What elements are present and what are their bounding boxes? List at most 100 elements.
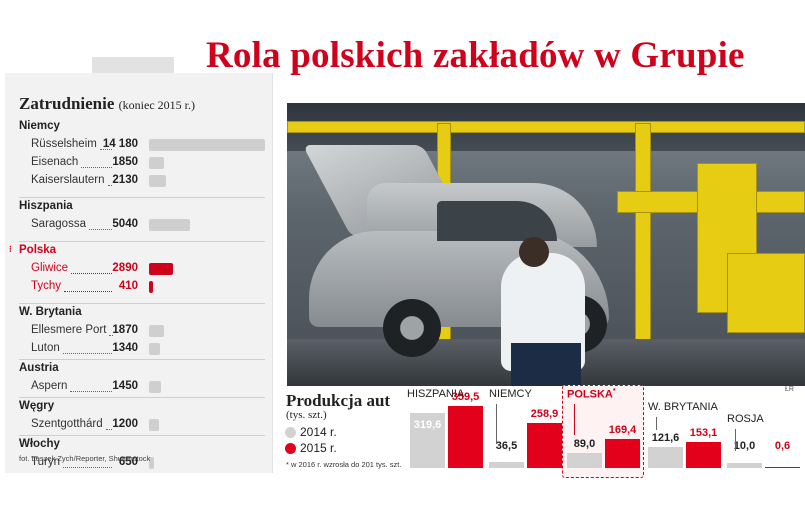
legend-label-2015: 2015 r.: [300, 441, 337, 455]
country-label: W. Brytania: [19, 306, 82, 318]
bar-value-label: 359,5: [451, 391, 480, 403]
leader-dots: [108, 185, 112, 186]
polska-marker: ⁝: [9, 244, 12, 254]
section-divider: [19, 241, 265, 242]
bar-value-label: 121,6: [651, 432, 680, 445]
production-title: Produkcja aut: [286, 391, 391, 410]
photo-credit: fot. Leszek Zych/Reporter, Shutterstock: [19, 454, 151, 463]
leader-dots: [63, 353, 112, 354]
factory-photo: [287, 103, 805, 386]
plant-employment-value: 1450: [112, 380, 138, 392]
section-divider: [19, 197, 265, 198]
leader-dots: [89, 229, 112, 230]
plant-city: Rüsselsheim: [31, 138, 97, 150]
plant-city: Eisenach: [31, 156, 79, 168]
plant-city: Luton: [31, 342, 60, 354]
leader-dots: [64, 291, 112, 292]
section-divider: [19, 435, 265, 436]
plant-employment-value: 2890: [112, 262, 138, 274]
legend-label-2014: 2014 r.: [300, 425, 337, 439]
employment-title-text: Zatrudnienie: [19, 94, 115, 113]
plant-city: Kaiserslautern: [31, 174, 105, 186]
bar-2015: [605, 438, 640, 468]
category-leader-line: [574, 404, 575, 435]
bar-value-label: 0,6: [774, 440, 791, 452]
legend-marker-2015: [285, 443, 296, 454]
bar-2014: [410, 412, 445, 468]
main-title: Rola polskich zakładów w Grupie: [206, 35, 745, 76]
leader-dots: [81, 167, 112, 168]
country-label: Hiszpania: [19, 200, 73, 212]
corner-mark: ŁR: [785, 386, 794, 393]
plant-city: Gliwice: [31, 262, 69, 274]
bar-value-label: 89,0: [573, 437, 596, 450]
country-label: Polska: [19, 244, 57, 256]
plant-employment-bar: [149, 419, 159, 431]
leader-dots: [106, 429, 112, 430]
plant-employment-value: 650: [118, 456, 138, 468]
worker-legs: [511, 343, 581, 386]
country-label: Włochy: [19, 438, 60, 450]
category-label: POLSKA*: [567, 388, 616, 401]
plant-city: Aspern: [31, 380, 68, 392]
bar-2014: [489, 461, 524, 468]
leader-dots: [71, 273, 112, 274]
bar-value-label: 319,6: [413, 418, 442, 431]
plant-employment-bar: [149, 157, 165, 169]
bar-2015: [448, 406, 483, 468]
leader-dots: [70, 391, 112, 392]
plant-employment-bar: [149, 281, 153, 293]
plant-city: Tychy: [31, 280, 62, 292]
employment-subtitle: (koniec 2015 r.): [118, 98, 195, 112]
category-footnote-mark: *: [612, 388, 616, 395]
plant-city: Turyn: [31, 456, 60, 468]
plant-employment-bar: [149, 139, 265, 151]
bar-2015: [527, 423, 562, 468]
photo-beam: [727, 253, 805, 333]
bar-2014: [567, 452, 602, 468]
plant-employment-bar: [149, 381, 161, 393]
plant-employment-value: 2130: [112, 174, 138, 186]
plant-employment-value: 14 180: [102, 138, 138, 150]
legend-marker-2014: [285, 427, 296, 438]
country-label: Węgry: [19, 400, 55, 412]
section-divider: [19, 359, 265, 360]
plant-employment-bar: [149, 343, 160, 355]
plant-employment-value: 5040: [112, 218, 138, 230]
car-window: [437, 201, 557, 241]
photo-beam: [287, 121, 805, 133]
bar-value-label: 258,9: [530, 408, 559, 421]
plant-city: Szentgotthárd: [31, 418, 103, 430]
car-wheel: [383, 299, 441, 357]
plant-city: Saragossa: [31, 218, 86, 230]
plant-employment-bar: [149, 219, 191, 231]
photo-beam: [635, 123, 651, 363]
category-label: NIEMCY: [489, 388, 532, 400]
bar-value-label: 153,1: [689, 426, 718, 439]
bar-2015: [765, 466, 800, 468]
section-divider: [19, 397, 265, 398]
production-footnote: * w 2016 r. wzrosła do 201 tys. szt.: [286, 460, 402, 469]
plant-employment-value: 1870: [112, 324, 138, 336]
plant-employment-bar: [149, 457, 155, 469]
plant-city: Ellesmere Port: [31, 324, 107, 336]
country-label: Austria: [19, 362, 59, 374]
country-label: Niemcy: [19, 120, 60, 132]
bar-value-label: 169,4: [608, 423, 637, 436]
category-label: HISZPANIA: [407, 388, 465, 400]
bar-value-label: 36,5: [495, 440, 518, 452]
bar-2014: [727, 463, 762, 468]
leader-dots: [100, 149, 112, 150]
bar-2015: [686, 441, 721, 468]
category-leader-line: [735, 429, 736, 451]
category-label: W. BRYTANIA: [648, 401, 718, 413]
production-unit: (tys. szt.): [286, 409, 327, 421]
category-leader-line: [496, 404, 497, 444]
category-label: ROSJA: [727, 413, 764, 425]
category-leader-line: [656, 417, 657, 430]
plant-employment-value: 1340: [112, 342, 138, 354]
worker-head: [519, 237, 549, 267]
plant-employment-value: 1850: [112, 156, 138, 168]
plant-employment-bar: [149, 263, 173, 275]
employment-title: Zatrudnienie (koniec 2015 r.): [19, 94, 195, 114]
